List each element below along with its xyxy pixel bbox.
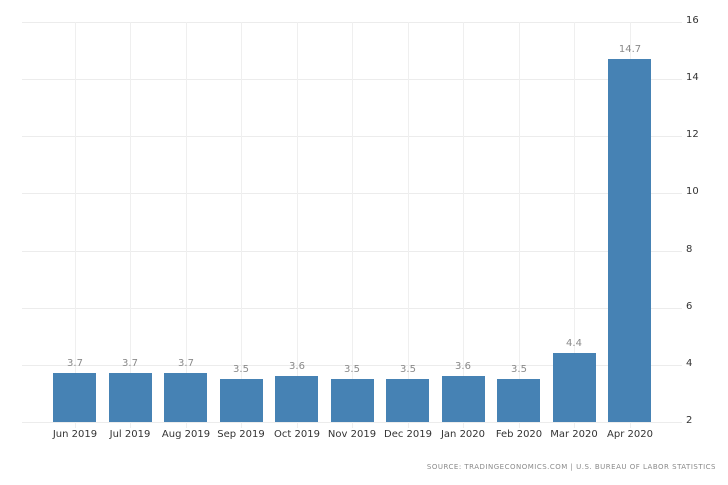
- bar-value-label: 3.6: [289, 361, 305, 372]
- bar-mar-2020[interactable]: [553, 353, 596, 422]
- y-tick-label: 16: [686, 15, 699, 26]
- bar-value-label: 3.5: [233, 364, 249, 375]
- x-tick-label: Oct 2019: [274, 429, 320, 440]
- bar-value-label: 4.4: [566, 338, 582, 349]
- bar-jun-2019[interactable]: [53, 373, 96, 422]
- bar-dec-2019[interactable]: [386, 379, 429, 422]
- x-tick-label: Jan 2020: [440, 429, 486, 440]
- source-caption: SOURCE: TRADINGECONOMICS.COM | U.S. BURE…: [426, 463, 716, 471]
- v-gridline: [186, 22, 187, 428]
- v-gridline: [297, 22, 298, 428]
- bar-value-label: 3.7: [178, 358, 194, 369]
- y-tick-label: 6: [686, 301, 693, 312]
- bar-value-label: 3.5: [344, 364, 360, 375]
- bar-feb-2020[interactable]: [497, 379, 540, 422]
- bar-nov-2019[interactable]: [331, 379, 374, 422]
- x-tick-label: Sep 2019: [217, 429, 265, 440]
- bar-jan-2020[interactable]: [442, 376, 485, 422]
- y-tick-label: 14: [686, 72, 699, 83]
- x-tick-label: Jul 2019: [109, 429, 151, 440]
- bar-jul-2019[interactable]: [109, 373, 152, 422]
- v-gridline: [75, 22, 76, 428]
- bar-value-label: 3.5: [400, 364, 416, 375]
- y-tick-label: 8: [686, 244, 693, 255]
- bar-value-label: 3.7: [67, 358, 83, 369]
- x-tick-label: Aug 2019: [161, 429, 211, 440]
- bar-value-label: 14.7: [618, 44, 642, 55]
- x-tick-label: Mar 2020: [550, 429, 598, 440]
- y-tick-label: 12: [686, 129, 699, 140]
- x-tick-label: Dec 2019: [384, 429, 432, 440]
- x-tick-label: Apr 2020: [607, 429, 653, 440]
- bar-oct-2019[interactable]: [275, 376, 318, 422]
- y-tick-label: 2: [686, 415, 693, 426]
- bar-apr-2020[interactable]: [608, 59, 651, 422]
- v-gridline: [408, 22, 409, 428]
- v-gridline: [130, 22, 131, 428]
- v-gridline: [463, 22, 464, 428]
- x-tick-label: Jun 2019: [52, 429, 98, 440]
- x-tick-label: Feb 2020: [495, 429, 543, 440]
- bar-value-label: 3.6: [455, 361, 471, 372]
- v-gridline: [574, 22, 575, 428]
- bar-aug-2019[interactable]: [164, 373, 207, 422]
- bar-value-label: 3.5: [511, 364, 527, 375]
- bar-sep-2019[interactable]: [220, 379, 263, 422]
- x-tick-label: Nov 2019: [327, 429, 377, 440]
- v-gridline: [352, 22, 353, 428]
- y-tick-label: 10: [686, 186, 699, 197]
- v-gridline: [519, 22, 520, 428]
- y-tick-label: 4: [686, 358, 693, 369]
- bar-value-label: 3.7: [122, 358, 138, 369]
- v-gridline: [241, 22, 242, 428]
